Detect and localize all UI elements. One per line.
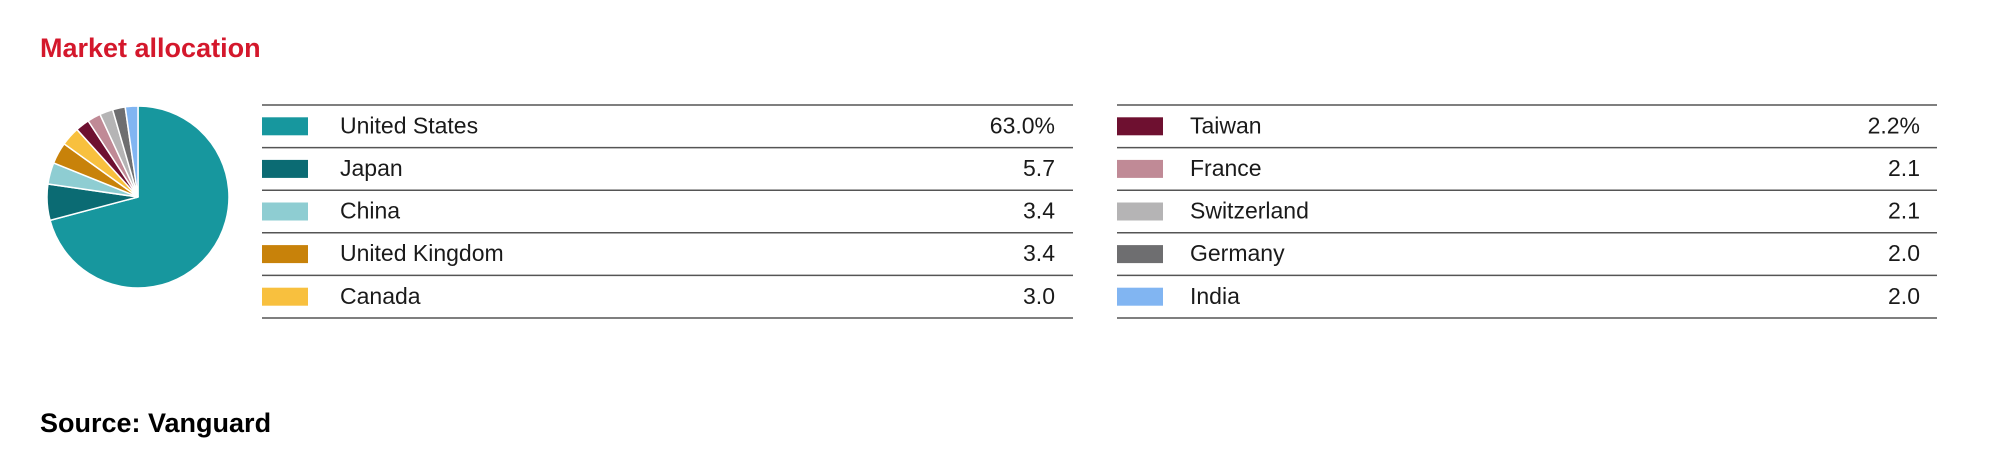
value-label: 2.1 [1888, 198, 1920, 224]
legend-label: France [1190, 155, 1262, 181]
legend-swatch [1117, 287, 1163, 306]
legend-swatch [1117, 117, 1163, 136]
legend-swatch [1117, 245, 1163, 264]
legend-label: United Kingdom [340, 240, 504, 266]
legend-swatch [262, 117, 308, 136]
value-label: 3.4 [1023, 198, 1055, 224]
pie-slice [49, 105, 230, 289]
pie-slice [124, 105, 139, 198]
value-label: 3.4 [1023, 240, 1055, 266]
legend-swatch [1117, 159, 1163, 178]
source: Source: Vanguard [40, 408, 271, 438]
value-label: 5.7 [1023, 155, 1055, 181]
legend-swatch [1117, 202, 1163, 221]
legend-label: Germany [1190, 240, 1285, 266]
legend-label: Canada [340, 283, 421, 309]
legend-swatch [262, 245, 308, 264]
legend-swatch [262, 287, 308, 306]
legend-label: United States [340, 112, 478, 138]
legend-swatch [262, 159, 308, 178]
legend-label: India [1190, 283, 1240, 309]
value-label: 63.0% [990, 112, 1055, 138]
value-label: 2.1 [1888, 155, 1920, 181]
value-label: 2.0 [1888, 240, 1920, 266]
legend-label: Taiwan [1190, 112, 1262, 138]
legend-label: Switzerland [1190, 198, 1309, 224]
chart-title: Market allocation [40, 33, 261, 63]
legend-label: China [340, 198, 400, 224]
value-label: 2.0 [1888, 283, 1920, 309]
value-label: 2.2% [1868, 112, 1920, 138]
legend-label: Japan [340, 155, 403, 181]
legend-swatch [262, 202, 308, 221]
value-label: 3.0 [1023, 283, 1055, 309]
